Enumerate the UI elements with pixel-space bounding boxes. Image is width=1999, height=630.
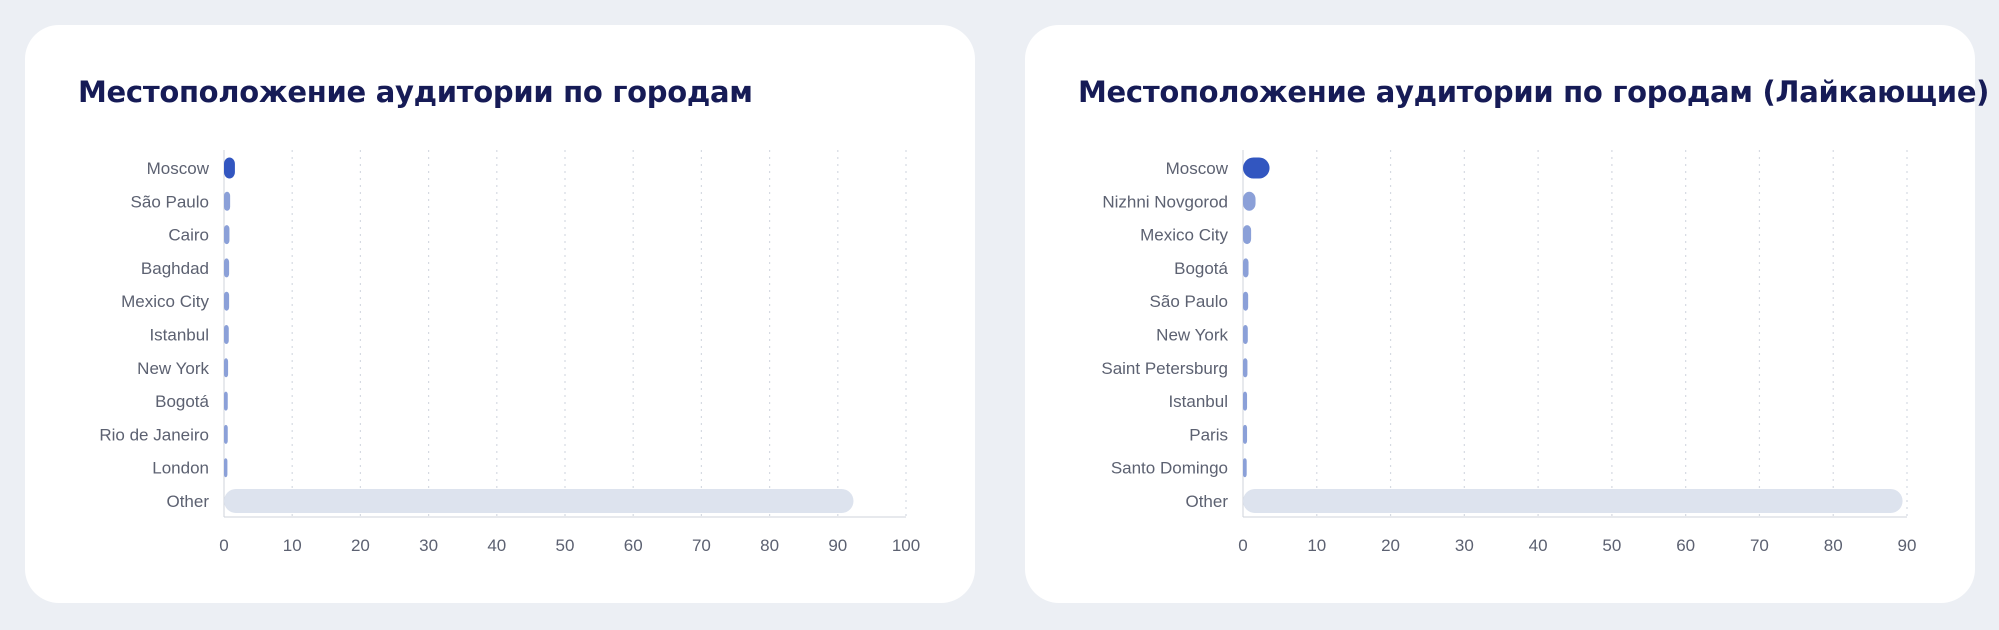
- category-label: Mexico City: [1140, 226, 1228, 245]
- category-label: São Paulo: [131, 192, 209, 211]
- chart-title: Местоположение аудитории по городам (Лай…: [1078, 75, 1990, 109]
- bar: [1243, 225, 1252, 245]
- category-label: New York: [137, 359, 209, 378]
- bar: [1243, 258, 1249, 278]
- category-label: Saint Petersburg: [1101, 359, 1228, 378]
- x-tick-label: 90: [828, 536, 847, 555]
- x-tick-label: 40: [1529, 536, 1548, 555]
- bar: [224, 157, 235, 179]
- x-tick-label: 10: [283, 536, 302, 555]
- x-tick-label: 50: [556, 536, 575, 555]
- bar: [224, 358, 229, 378]
- x-tick-label: 30: [1455, 536, 1474, 555]
- category-label: Paris: [1189, 425, 1228, 444]
- x-tick-label: 90: [1898, 536, 1917, 555]
- category-label: New York: [1156, 326, 1228, 345]
- category-label: Istanbul: [149, 326, 209, 345]
- bar: [1243, 391, 1248, 411]
- bar: [224, 391, 228, 411]
- x-tick-label: 30: [419, 536, 438, 555]
- category-label: Moscow: [147, 159, 210, 178]
- x-tick-label: 70: [1750, 536, 1769, 555]
- bar: [1243, 489, 1903, 513]
- x-tick-label: 80: [1824, 536, 1843, 555]
- bar: [1243, 424, 1248, 444]
- category-label: Cairo: [168, 226, 209, 245]
- x-tick-label: 20: [1381, 536, 1400, 555]
- category-label: Istanbul: [1168, 392, 1228, 411]
- category-label: Baghdad: [141, 259, 209, 278]
- bar: [224, 325, 229, 344]
- bar: [224, 225, 230, 245]
- bar: [1243, 291, 1249, 311]
- bar: [1243, 325, 1248, 344]
- chart-card-cities: Местоположение аудитории по городам Mosc…: [25, 25, 975, 603]
- category-label: Bogotá: [1174, 259, 1228, 278]
- x-tick-label: 40: [487, 536, 506, 555]
- category-label: Nizhni Novgorod: [1102, 192, 1228, 211]
- category-label: Santo Domingo: [1111, 459, 1228, 478]
- bar: [1243, 191, 1256, 211]
- chart-card-cities-likers: Местоположение аудитории по городам (Лай…: [1025, 25, 1989, 603]
- bar-chart-cities-likers: Moscow Nizhni Novgorod Mexico City Bogotá Sã…: [1101, 150, 1917, 555]
- category-label: Other: [1185, 492, 1228, 511]
- bar: [1243, 157, 1270, 179]
- bar: [1243, 458, 1247, 478]
- x-tick-label: 50: [1602, 536, 1621, 555]
- x-tick-label: 70: [692, 536, 711, 555]
- x-tick-label: 60: [1676, 536, 1695, 555]
- x-tick-label: 10: [1307, 536, 1326, 555]
- x-tick-label: 80: [760, 536, 779, 555]
- x-tick-label: 0: [219, 536, 228, 555]
- category-label: Moscow: [1166, 159, 1229, 178]
- bar: [224, 258, 230, 278]
- bar: [224, 458, 228, 478]
- x-tick-label: 0: [1238, 536, 1247, 555]
- category-label: Other: [166, 492, 209, 511]
- category-label: Rio de Janeiro: [99, 425, 209, 444]
- bar: [224, 291, 230, 311]
- category-label: São Paulo: [1150, 292, 1228, 311]
- bar-chart-cities: Moscow São Paulo Cairo Baghdad Mexico City Is…: [99, 150, 920, 555]
- bar: [224, 489, 854, 513]
- bar: [1243, 358, 1248, 378]
- chart-title: Местоположение аудитории по городам: [78, 75, 753, 109]
- bar: [224, 424, 228, 444]
- category-label: Mexico City: [121, 292, 209, 311]
- x-tick-label: 100: [892, 536, 920, 555]
- x-tick-label: 60: [624, 536, 643, 555]
- bar: [224, 191, 231, 211]
- category-label: London: [152, 459, 209, 478]
- x-tick-label: 20: [351, 536, 370, 555]
- category-label: Bogotá: [155, 392, 209, 411]
